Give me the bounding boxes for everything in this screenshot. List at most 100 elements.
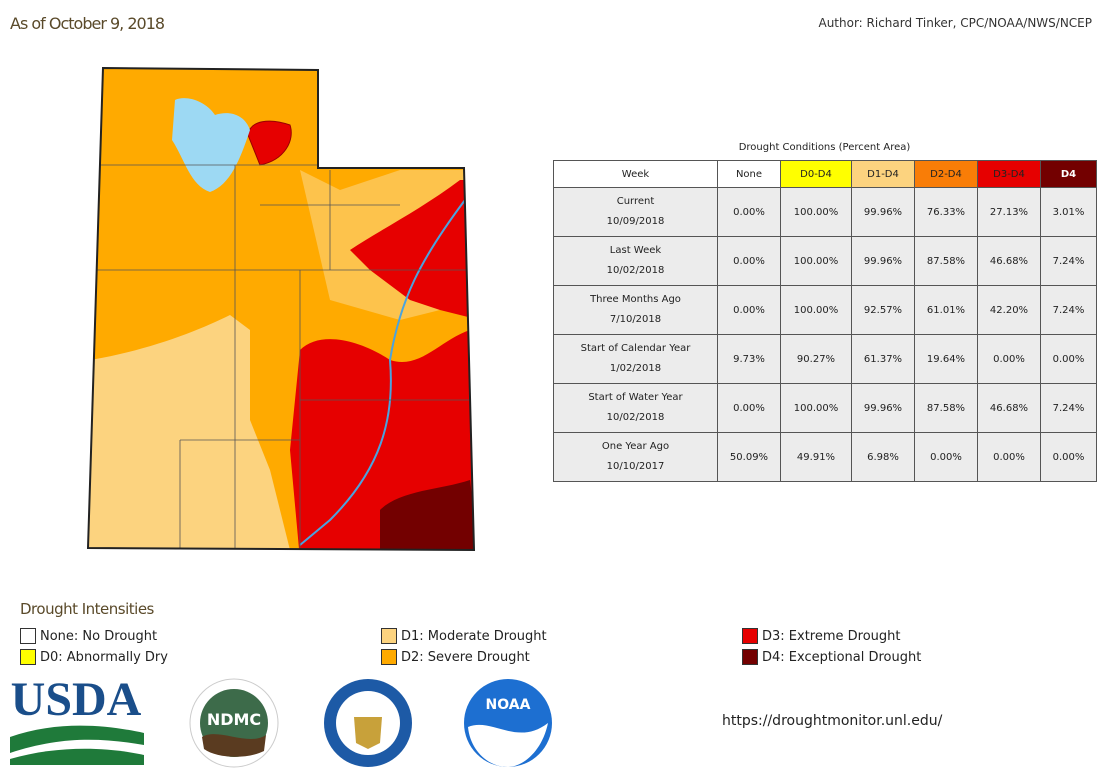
legend-item: None: No Drought bbox=[20, 626, 157, 646]
value-cell: 27.13% bbox=[977, 187, 1041, 237]
legend-label: : No Drought bbox=[73, 628, 158, 644]
value-cell: 3.01% bbox=[1040, 187, 1097, 237]
commerce-logo bbox=[324, 679, 412, 767]
noaa-text: NOAA bbox=[486, 697, 531, 713]
value-cell: 49.91% bbox=[780, 432, 852, 482]
week-name: Current bbox=[616, 196, 655, 207]
value-cell: 0.00% bbox=[717, 187, 781, 237]
week-name: One Year Ago bbox=[601, 441, 670, 452]
value-cell: 87.58% bbox=[914, 383, 978, 433]
legend-label: : Extreme Drought bbox=[780, 628, 901, 644]
legend-title: Drought Intensities bbox=[20, 600, 154, 618]
week-cell: Start of Calendar Year 1/02/2018 bbox=[553, 334, 718, 384]
value-cell: 61.37% bbox=[851, 334, 915, 384]
column-header: None bbox=[717, 160, 781, 188]
legend-swatch bbox=[742, 649, 758, 665]
url[interactable]: https://droughtmonitor.unl.edu/ bbox=[722, 713, 943, 729]
value-cell: 0.00% bbox=[977, 432, 1041, 482]
week-cell: Start of Water Year 10/02/2018 bbox=[553, 383, 718, 433]
date: As of October 9, 2018 bbox=[10, 14, 165, 33]
week-date: 10/09/2018 bbox=[606, 216, 665, 227]
week-cell: Current 10/09/2018 bbox=[553, 187, 718, 237]
week-name: Start of Water Year bbox=[588, 392, 683, 403]
value-cell: 42.20% bbox=[977, 285, 1041, 335]
column-header: D0-D4 bbox=[780, 160, 852, 188]
value-cell: 0.00% bbox=[1040, 334, 1097, 384]
data-row: Start of Water Year 10/02/2018 0.00% 100.00… bbox=[553, 383, 1097, 433]
week-cell: One Year Ago 10/10/2017 bbox=[553, 432, 718, 482]
column-header: D1-D4 bbox=[851, 160, 915, 188]
data-row: One Year Ago 10/10/2017 50.09% 49.91% 6.98% 0… bbox=[553, 432, 1097, 482]
usda-text: USDA bbox=[11, 675, 142, 726]
ndmc-logo: NDMC bbox=[189, 678, 279, 768]
legend-swatch bbox=[20, 649, 36, 665]
usda-logo: USDA bbox=[10, 675, 144, 765]
week-cell: Three Months Ago 7/10/2018 bbox=[553, 285, 718, 335]
value-cell: 19.64% bbox=[914, 334, 978, 384]
data-row: Three Months Ago 7/10/2018 0.00% 100.00% 92.… bbox=[553, 285, 1097, 335]
column-header: D4 bbox=[1040, 160, 1097, 188]
legend-item: D0: Abnormally Dry bbox=[20, 647, 168, 667]
noaa-logo: NOAA bbox=[464, 679, 552, 767]
legend-swatch bbox=[381, 628, 397, 644]
legend-swatch bbox=[20, 628, 36, 644]
legend-item: D1: Moderate Drought bbox=[381, 626, 547, 646]
week-date: 1/02/2018 bbox=[609, 363, 662, 374]
value-cell: 0.00% bbox=[977, 334, 1041, 384]
value-cell: 100.00% bbox=[780, 236, 852, 286]
legend-label: : Abnormally Dry bbox=[58, 649, 168, 665]
map bbox=[86, 66, 476, 552]
data-row: Start of Calendar Year 1/02/2018 9.73% 90.2… bbox=[553, 334, 1097, 384]
value-cell: 100.00% bbox=[780, 187, 852, 237]
value-cell: 7.24% bbox=[1040, 285, 1097, 335]
conditions-table: Week None D0-D4 D1-D4 D2-D4 D3-D4 D4 Current 10/… bbox=[553, 160, 1097, 482]
week-date: 10/10/2017 bbox=[606, 461, 665, 472]
value-cell: 46.68% bbox=[977, 383, 1041, 433]
value-cell: 6.98% bbox=[851, 432, 915, 482]
author: Author: Richard Tinker, CPC/NOAA/NWS/NCE… bbox=[818, 16, 1092, 30]
ndmc-text: NDMC bbox=[207, 710, 261, 729]
header-row: Week None D0-D4 D1-D4 D2-D4 D3-D4 D4 bbox=[553, 160, 1097, 188]
table-title: Drought Conditions (Percent Area) bbox=[738, 142, 911, 153]
legend-item: D4: Exceptional Drought bbox=[742, 647, 921, 667]
legend-code: D4 bbox=[762, 649, 781, 665]
week-date: 7/10/2018 bbox=[609, 314, 662, 325]
value-cell: 50.09% bbox=[717, 432, 781, 482]
legend-code: None bbox=[40, 628, 74, 644]
value-cell: 7.24% bbox=[1040, 236, 1097, 286]
data-row: Last Week 10/02/2018 0.00% 100.00% 99.96% 87.… bbox=[553, 236, 1097, 286]
week-name: Last Week bbox=[609, 245, 662, 256]
legend-label: : Moderate Drought bbox=[419, 628, 547, 644]
week-cell: Last Week 10/02/2018 bbox=[553, 236, 718, 286]
legend-swatch bbox=[742, 628, 758, 644]
legend-code: D2 bbox=[401, 649, 420, 665]
value-cell: 87.58% bbox=[914, 236, 978, 286]
value-cell: 0.00% bbox=[1040, 432, 1097, 482]
legend-code: D1 bbox=[401, 628, 420, 644]
column-header: Week bbox=[553, 160, 718, 188]
column-header: D2-D4 bbox=[914, 160, 978, 188]
legend-item: D2: Severe Drought bbox=[381, 647, 530, 667]
legend-code: D3 bbox=[762, 628, 781, 644]
value-cell: 0.00% bbox=[717, 236, 781, 286]
data-row: Current 10/09/2018 0.00% 100.00% 99.96% 76.33… bbox=[553, 187, 1097, 237]
value-cell: 99.96% bbox=[851, 187, 915, 237]
value-cell: 99.96% bbox=[851, 236, 915, 286]
value-cell: 92.57% bbox=[851, 285, 915, 335]
value-cell: 99.96% bbox=[851, 383, 915, 433]
value-cell: 0.00% bbox=[914, 432, 978, 482]
legend-code: D0 bbox=[40, 649, 59, 665]
value-cell: 0.00% bbox=[717, 285, 781, 335]
week-name: Three Months Ago bbox=[590, 294, 681, 305]
legend-swatch bbox=[381, 649, 397, 665]
value-cell: 9.73% bbox=[717, 334, 781, 384]
value-cell: 61.01% bbox=[914, 285, 978, 335]
week-date: 10/02/2018 bbox=[606, 265, 665, 276]
value-cell: 100.00% bbox=[780, 285, 852, 335]
value-cell: 46.68% bbox=[977, 236, 1041, 286]
value-cell: 7.24% bbox=[1040, 383, 1097, 433]
legend-item: D3: Extreme Drought bbox=[742, 626, 901, 646]
value-cell: 90.27% bbox=[780, 334, 852, 384]
legend-label: : Exceptional Drought bbox=[780, 649, 922, 665]
